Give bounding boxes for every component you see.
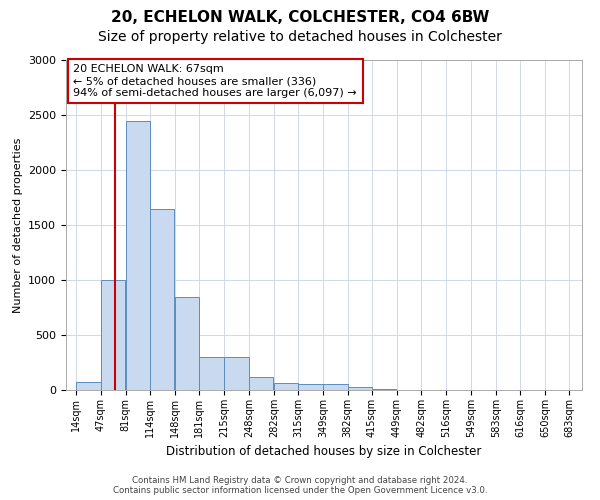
Bar: [274, 384, 298, 390]
Y-axis label: Number of detached properties: Number of detached properties: [13, 138, 23, 312]
Text: 20 ECHELON WALK: 67sqm
← 5% of detached houses are smaller (336)
94% of semi-det: 20 ECHELON WALK: 67sqm ← 5% of detached …: [73, 64, 357, 98]
Bar: [126, 120, 150, 390]
Bar: [224, 357, 249, 390]
Text: Contains HM Land Registry data © Crown copyright and database right 2024.
Contai: Contains HM Land Registry data © Crown c…: [113, 476, 487, 495]
Bar: [101, 280, 125, 390]
Bar: [175, 296, 199, 390]
Bar: [76, 382, 101, 390]
Bar: [249, 377, 273, 390]
Text: 20, ECHELON WALK, COLCHESTER, CO4 6BW: 20, ECHELON WALK, COLCHESTER, CO4 6BW: [111, 10, 489, 25]
X-axis label: Distribution of detached houses by size in Colchester: Distribution of detached houses by size …: [166, 446, 482, 458]
Bar: [323, 384, 347, 390]
Bar: [347, 387, 372, 390]
Bar: [298, 384, 323, 390]
Bar: [372, 389, 396, 390]
Bar: [150, 208, 175, 390]
Bar: [199, 357, 224, 390]
Text: Size of property relative to detached houses in Colchester: Size of property relative to detached ho…: [98, 30, 502, 44]
